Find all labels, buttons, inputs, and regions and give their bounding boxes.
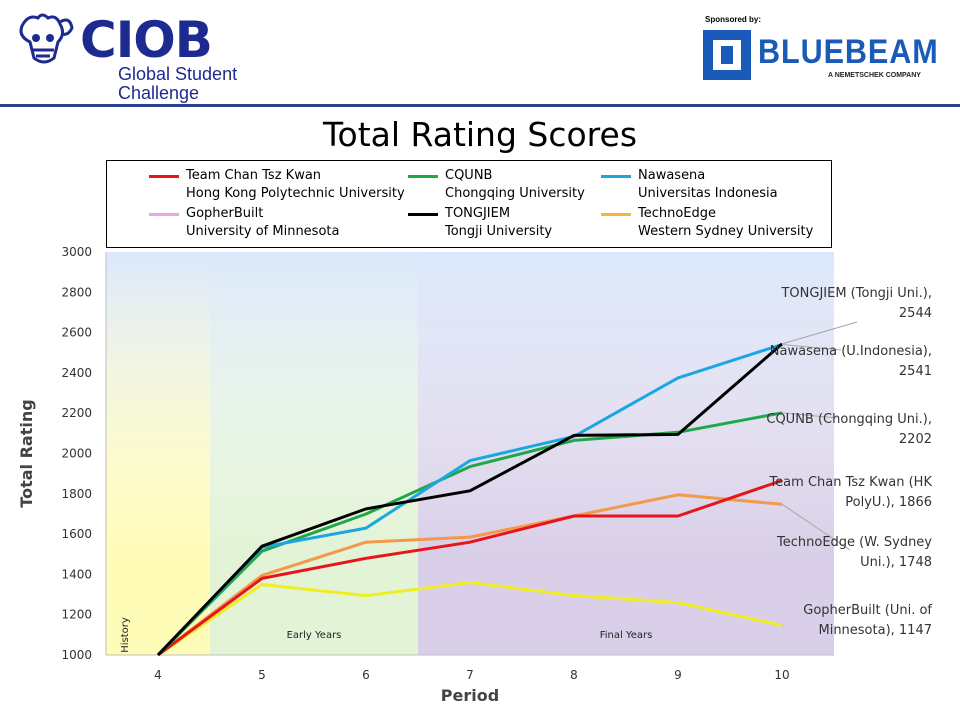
sky-overlay (106, 252, 834, 555)
x-axis-title: Period (441, 686, 499, 705)
chart-title: Total Rating Scores (322, 115, 638, 154)
x-tick-label: 9 (674, 668, 682, 682)
y-tick-label: 3000 (61, 245, 92, 259)
series-line-team-chan-tsz-kwan (157, 479, 783, 657)
sponsor-label: Sponsored by: (705, 15, 762, 24)
annotation-tongjiem: 2544 (899, 306, 932, 321)
legend-swatch (408, 175, 438, 178)
y-tick-label: 2000 (61, 447, 92, 461)
phase-label-0: History (120, 617, 131, 653)
legend-team-name: CQUNB (445, 168, 493, 183)
annotation-gopherbuilt: GopherBuilt (Uni. of (803, 603, 932, 618)
annotation-technoedge: Uni.), 1748 (860, 555, 932, 570)
y-tick-label: 1800 (61, 487, 92, 501)
legend-swatch (601, 213, 631, 216)
phase-label-1: Early Years (287, 630, 342, 641)
annotation-tongjiem: TONGJIEM (Tongji Uni.), (780, 286, 932, 301)
y-tick-label: 1600 (61, 527, 92, 541)
ciob-wordmark: CIOB (80, 11, 213, 69)
bluebeam-wordmark: BLUEBEAM (758, 33, 939, 71)
legend-university: Universitas Indonesia (638, 186, 778, 201)
y-tick-label: 1000 (61, 648, 92, 662)
x-tick-label: 7 (466, 668, 474, 682)
annotation-leader (781, 412, 838, 419)
x-tick-label: 5 (258, 668, 266, 682)
annotation-leader (781, 624, 784, 627)
bluebeam-logo: BLUEBEAM A NEMETSCHEK COMPANY (703, 30, 948, 82)
y-tick-label: 2800 (61, 285, 92, 299)
annotation-leader (781, 321, 858, 345)
legend-swatch (149, 213, 179, 216)
legend-university: Chongqing University (445, 186, 585, 201)
ciob-crest-icon (19, 13, 74, 64)
bluebeam-tagline: A NEMETSCHEK COMPANY (828, 72, 921, 79)
annotation-nawasena: 2541 (899, 364, 932, 379)
legend-swatch (408, 213, 438, 216)
legend-university: Tongji University (445, 224, 553, 239)
annotation-cqunb: CQUNB (Chongqing Uni.), (766, 412, 932, 427)
y-tick-label: 1200 (61, 608, 92, 622)
legend-team-name: TechnoEdge (638, 206, 717, 221)
annotation-cqunb: 2202 (899, 432, 932, 447)
annotation-gopherbuilt: Minnesota), 1147 (818, 623, 932, 638)
series-line-gopherbuilt (157, 581, 783, 657)
legend-university: Western Sydney University (638, 224, 814, 239)
y-tick-label: 2600 (61, 326, 92, 340)
legend-university: Hong Kong Polytechnic University (186, 186, 405, 201)
series-line-cqunb (156, 411, 783, 657)
x-tick-label: 10 (774, 668, 789, 682)
bluebeam-mark-icon (703, 30, 751, 80)
legend-team-name: Team Chan Tsz Kwan (186, 168, 322, 183)
y-axis-title: Total Rating (17, 399, 36, 507)
legend-team-name: Nawasena (638, 168, 706, 183)
annotation-technoedge: TechnoEdge (W. Sydney (776, 535, 932, 550)
chart-legend: Team Chan Tsz Kwan Hong Kong Polytechnic … (106, 160, 832, 248)
legend-swatch (601, 175, 631, 178)
legend-university: University of Minnesota (186, 224, 340, 239)
legend-swatch (149, 175, 179, 178)
y-tick-label: 2200 (61, 406, 92, 420)
x-tick-label: 4 (154, 668, 162, 682)
header-divider (0, 104, 960, 107)
series-line-technoedge (157, 493, 783, 657)
header: CIOB Global Student Challenge Sponsored … (0, 0, 960, 110)
series-line-tongjiem (156, 342, 783, 657)
ciob-logo: CIOB Global Student Challenge (14, 8, 274, 104)
annotation-team-chan-tsz-kwan: PolyU.), 1866 (845, 495, 932, 510)
y-tick-label: 1400 (61, 567, 92, 581)
ciob-subtitle-line1: Global Student (118, 64, 238, 84)
annotation-team-chan-tsz-kwan: Team Chan Tsz Kwan (HK (768, 475, 932, 490)
legend-team-name: GopherBuilt (186, 206, 264, 221)
annotation-leader (781, 503, 851, 551)
x-tick-label: 6 (362, 668, 370, 682)
annotation-leader (781, 343, 842, 351)
ciob-subtitle-line2: Challenge (118, 83, 200, 103)
y-tick-label: 2400 (61, 366, 92, 380)
phase-label-2: Final Years (600, 630, 653, 641)
legend-team-name: TONGJIEM (445, 206, 511, 221)
x-tick-label: 8 (570, 668, 578, 682)
annotation-nawasena: Nawasena (U.Indonesia), (770, 344, 932, 359)
